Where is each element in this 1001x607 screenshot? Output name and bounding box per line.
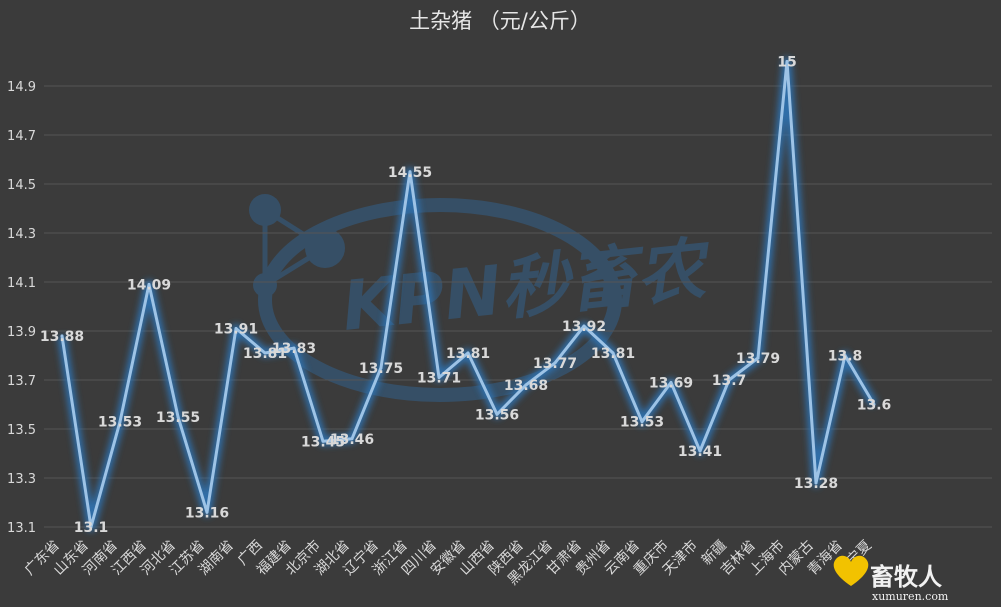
data-point-19 — [611, 351, 615, 355]
data-point-18 — [582, 324, 586, 328]
data-label-12: 14.55 — [388, 165, 432, 181]
data-label-3: 14.09 — [127, 277, 171, 293]
data-label-1: 13.1 — [74, 520, 109, 536]
data-point-3 — [147, 282, 151, 286]
data-label-7: 13.81 — [243, 346, 287, 362]
y-tick-label-7: 14.5 — [7, 178, 36, 193]
data-point-14 — [466, 351, 470, 355]
y-tick-label-8: 14.7 — [7, 129, 36, 144]
data-label-14: 13.81 — [446, 346, 490, 362]
y-axis-ticks: 13.1 13.3 13.5 13.7 13.9 14.1 14.3 14.5 14.7 14.9 — [7, 80, 36, 536]
data-point-9 — [321, 439, 325, 443]
xumuren-logo: 畜牧人 xumuren.com — [833, 555, 949, 603]
data-point-15 — [495, 412, 499, 416]
data-label-26: 13.28 — [794, 476, 838, 492]
y-tick-label-2: 13.5 — [7, 423, 36, 438]
data-point-17 — [553, 361, 557, 365]
data-label-19: 13.81 — [591, 346, 635, 362]
data-point-2 — [118, 420, 122, 424]
data-point-16 — [524, 383, 528, 387]
data-label-9: 13.45 — [301, 434, 345, 450]
data-point-24 — [756, 356, 760, 360]
data-point-5 — [205, 510, 209, 514]
y-tick-label-0: 13.1 — [7, 521, 36, 536]
data-point-10 — [350, 437, 354, 441]
data-label-6: 13.91 — [214, 322, 258, 338]
data-label-2: 13.53 — [98, 415, 142, 431]
y-tick-label-4: 13.9 — [7, 325, 36, 340]
y-tick-label-6: 14.3 — [7, 227, 36, 242]
data-label-11: 13.75 — [359, 361, 403, 377]
data-label-20: 13.53 — [620, 415, 664, 431]
data-label-15: 13.56 — [475, 407, 519, 423]
data-point-0 — [60, 334, 64, 338]
data-point-27 — [843, 354, 847, 357]
data-label-13: 13.71 — [417, 371, 461, 387]
data-label-25: 15 — [777, 55, 796, 71]
data-point-7 — [263, 351, 267, 355]
data-point-8 — [292, 346, 296, 350]
data-point-22 — [698, 449, 702, 453]
logo-url-text: xumuren.com — [872, 590, 949, 603]
data-label-4: 13.55 — [156, 410, 200, 426]
data-label-18: 13.92 — [562, 319, 606, 335]
series-line-group — [57, 57, 878, 532]
gridlines — [44, 85, 992, 528]
y-tick-label-9: 14.9 — [7, 80, 36, 95]
data-point-26 — [814, 481, 818, 485]
y-tick-label-5: 14.1 — [7, 276, 36, 291]
data-point-20 — [640, 420, 644, 424]
y-tick-label-3: 13.7 — [7, 374, 36, 389]
data-label-0: 13.88 — [40, 329, 84, 345]
data-label-24: 13.79 — [736, 351, 780, 367]
y-tick-label-1: 13.3 — [7, 472, 36, 487]
data-point-28 — [872, 403, 876, 406]
data-labels: 13.8813.113.5314.0913.5513.1613.9113.811… — [40, 55, 891, 537]
data-label-5: 13.16 — [185, 505, 229, 521]
data-point-12 — [408, 170, 412, 174]
data-point-11 — [379, 366, 383, 370]
heart-icon — [833, 555, 869, 586]
data-label-16: 13.68 — [504, 378, 548, 394]
data-label-17: 13.77 — [533, 356, 577, 372]
data-label-28: 13.6 — [857, 398, 892, 414]
data-label-22: 13.41 — [678, 444, 722, 460]
data-label-23: 13.7 — [712, 373, 747, 389]
data-point-23 — [727, 378, 731, 382]
data-point-25 — [785, 60, 789, 63]
data-point-13 — [437, 376, 441, 380]
data-label-10: 13.46 — [330, 432, 374, 448]
data-point-21 — [669, 380, 673, 384]
data-label-8: 13.83 — [272, 341, 316, 357]
logo-brand-text: 畜牧人 — [870, 563, 942, 591]
data-label-27: 13.8 — [828, 349, 863, 365]
data-point-6 — [234, 327, 238, 331]
chart-title: 土杂猪 （元/公斤） — [409, 9, 591, 33]
data-point-4 — [176, 415, 180, 419]
data-label-21: 13.69 — [649, 375, 693, 391]
data-point-1 — [89, 525, 93, 529]
